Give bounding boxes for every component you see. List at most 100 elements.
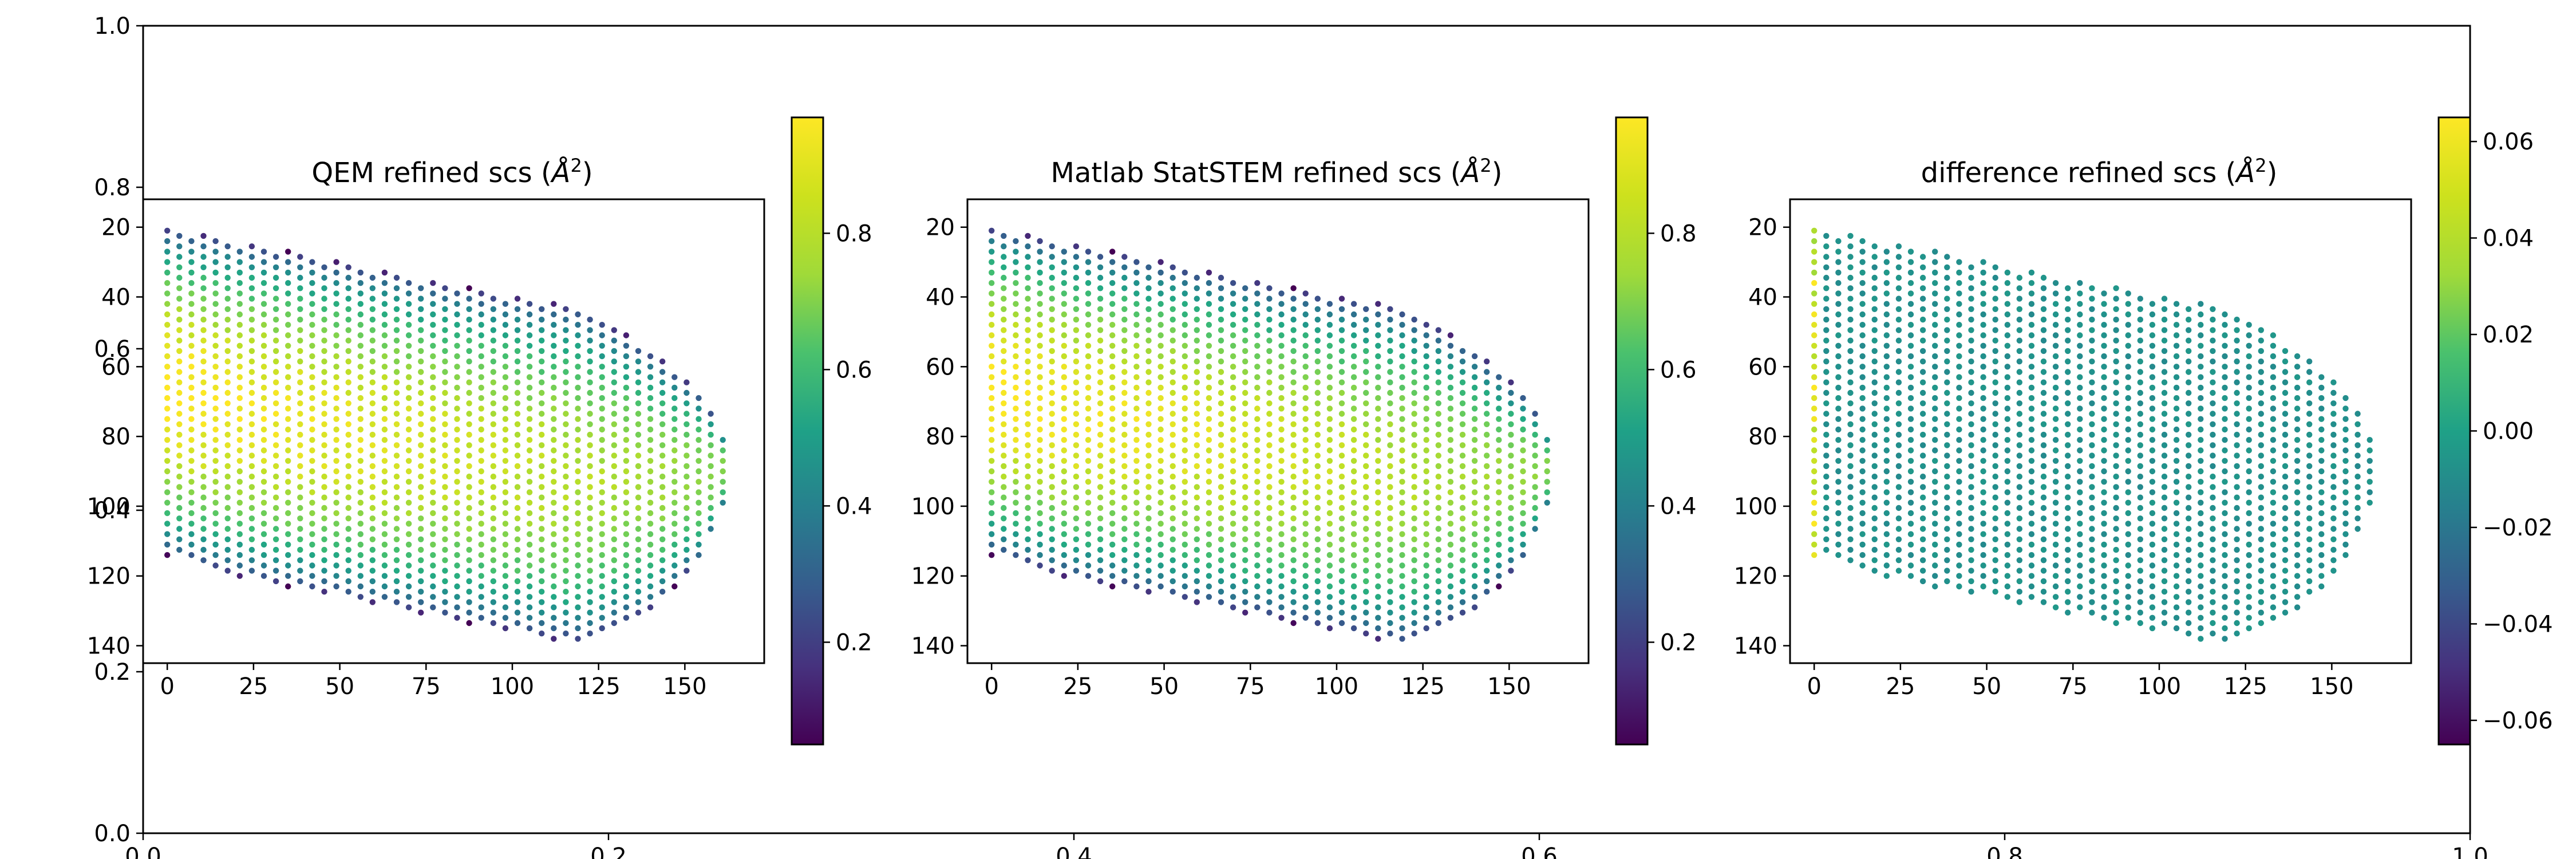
data-point (224, 494, 231, 501)
data-point (224, 348, 231, 354)
data-point (236, 552, 243, 558)
data-point (1182, 437, 1188, 443)
data-point (1182, 332, 1188, 338)
data-point (526, 322, 533, 328)
data-point (1013, 426, 1019, 433)
data-point (989, 249, 995, 255)
data-point (1835, 510, 1842, 517)
data-point (1025, 389, 1031, 396)
data-point (1350, 322, 1357, 328)
data-point (1025, 327, 1031, 333)
data-point (1544, 447, 1550, 454)
data-point (2101, 374, 2107, 380)
data-point (285, 405, 291, 412)
data-point (2210, 515, 2216, 522)
data-point (1254, 374, 1261, 380)
data-point (430, 322, 436, 328)
data-point (333, 280, 339, 286)
data-point (2137, 484, 2143, 490)
data-point (2161, 515, 2168, 522)
data-point (1411, 442, 1417, 448)
data-point (1290, 306, 1297, 312)
data-point (1242, 369, 1249, 375)
data-point (1182, 573, 1188, 579)
data-point (1109, 521, 1116, 527)
data-point (539, 505, 545, 511)
data-point (1145, 526, 1152, 532)
data-point (1944, 411, 1950, 417)
data-point (1230, 468, 1236, 475)
data-point (212, 332, 219, 338)
data-point (2052, 290, 2059, 297)
data-point (393, 358, 400, 365)
x-tick-label: 25 (239, 673, 268, 700)
data-point (1435, 474, 1441, 480)
data-point (989, 541, 995, 548)
data-point (1835, 332, 1842, 338)
data-point (1811, 395, 1818, 401)
data-point (260, 332, 267, 338)
data-point (1811, 384, 1818, 391)
data-point (1302, 332, 1309, 338)
data-point (1496, 447, 1502, 454)
data-point (1823, 463, 1830, 470)
data-point (2052, 479, 2059, 485)
data-point (2246, 322, 2252, 328)
data-point (696, 479, 702, 485)
data-point (405, 468, 412, 475)
data-point (188, 510, 195, 517)
data-point (1883, 468, 1890, 475)
data-point (224, 411, 231, 417)
data-point (1085, 426, 1092, 433)
data-point (2342, 510, 2349, 517)
data-point (224, 389, 231, 396)
data-point (454, 583, 460, 590)
data-point (1073, 442, 1080, 448)
data-point (1049, 536, 1055, 542)
data-point (1001, 379, 1007, 385)
data-point (236, 374, 243, 380)
data-point (200, 379, 207, 385)
data-point (1061, 458, 1068, 464)
data-point (2016, 411, 2022, 417)
data-point (2282, 589, 2289, 595)
data-point (1037, 405, 1043, 412)
data-point (321, 274, 327, 281)
data-point (1121, 442, 1128, 448)
data-point (1206, 269, 1212, 276)
data-point (1290, 494, 1297, 501)
data-point (502, 395, 509, 401)
data-point (2306, 442, 2313, 448)
data-point (1302, 311, 1309, 318)
data-point (1109, 573, 1116, 579)
data-point (2222, 332, 2228, 338)
data-point (2077, 384, 2083, 391)
data-point (1254, 479, 1261, 485)
data-point (1350, 384, 1357, 391)
data-point (2306, 515, 2313, 522)
data-point (1956, 342, 1962, 349)
data-point (1326, 395, 1333, 401)
data-point (405, 499, 412, 506)
data-point (1871, 264, 1878, 270)
data-point (418, 526, 424, 532)
data-point (369, 285, 376, 291)
data-point (2149, 342, 2156, 349)
data-point (200, 327, 207, 333)
data-point (418, 568, 424, 574)
data-point (1097, 285, 1104, 291)
data-point (1218, 494, 1224, 501)
data-point (599, 416, 605, 422)
data-point (297, 557, 303, 564)
data-point (1847, 411, 1854, 417)
data-point (671, 521, 678, 527)
data-point (224, 316, 231, 323)
data-point (1423, 594, 1429, 600)
data-point (1823, 526, 1830, 532)
data-point (260, 395, 267, 401)
data-point (1859, 374, 1866, 380)
data-point (1170, 421, 1176, 427)
data-point (2246, 614, 2252, 621)
data-point (2137, 536, 2143, 542)
data-point (466, 568, 472, 574)
